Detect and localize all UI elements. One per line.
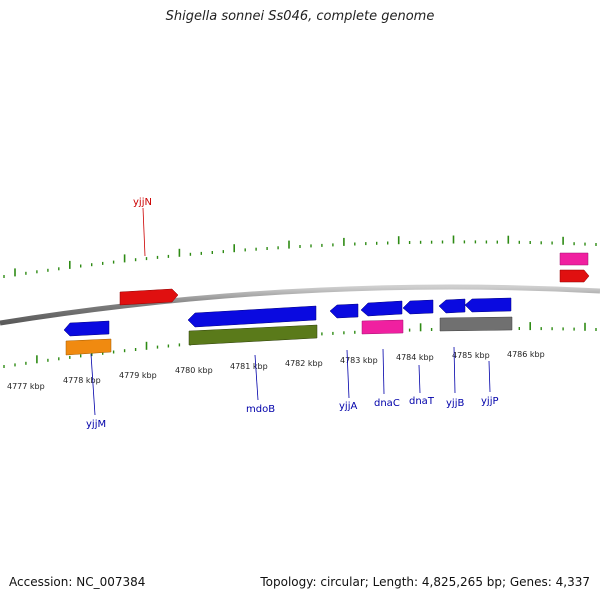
gene-pink-2[interactable] bbox=[361, 319, 404, 335]
gene-reverse-blue-dnaC[interactable] bbox=[360, 300, 403, 317]
gene-pointer-yjjN bbox=[142, 207, 146, 257]
tick-label-4778: 4778 kbp bbox=[63, 376, 101, 385]
tick-label-4783: 4783 kbp bbox=[340, 356, 378, 365]
tick-label-4782: 4782 kbp bbox=[285, 359, 323, 368]
gene-pointer-yjjP bbox=[488, 360, 491, 393]
gene-label-yjjP[interactable]: yjjP bbox=[481, 396, 499, 407]
gene-reverse-blue-yjjB[interactable] bbox=[438, 298, 466, 314]
gene-label-yjjB[interactable]: yjjB bbox=[446, 398, 464, 409]
accession-text: Accession: NC_007384 bbox=[9, 575, 146, 589]
gene-pink-top[interactable] bbox=[559, 252, 589, 266]
gene-orange-1[interactable] bbox=[65, 338, 112, 356]
gene-gray-1[interactable] bbox=[439, 316, 513, 332]
gene-pointer-mdoB bbox=[254, 354, 259, 401]
gene-forward-red-1[interactable] bbox=[119, 288, 179, 306]
gene-reverse-blue-mdoB[interactable] bbox=[187, 305, 317, 328]
gene-label-dnaT[interactable]: dnaT bbox=[409, 396, 435, 407]
gene-red-small[interactable] bbox=[559, 269, 590, 283]
gene-pointer-dnaC bbox=[382, 348, 385, 395]
gene-label-dnaC[interactable]: dnaC bbox=[374, 398, 400, 409]
tick-label-4786: 4786 kbp bbox=[507, 350, 545, 359]
gene-reverse-blue-yjjM[interactable] bbox=[63, 320, 110, 337]
tick-label-4777: 4777 kbp bbox=[7, 382, 45, 391]
gene-label-yjjA[interactable]: yjjA bbox=[339, 401, 357, 412]
gene-label-yjjM[interactable]: yjjM bbox=[86, 419, 106, 430]
gene-reverse-blue-dnaT[interactable] bbox=[402, 299, 434, 315]
scale-labels: 4777 kbp 4778 kbp 4779 kbp 4780 kbp 4781… bbox=[7, 350, 545, 391]
gene-pointer-yjjB bbox=[453, 346, 456, 394]
genome-backbone bbox=[0, 284, 600, 326]
gene-features bbox=[63, 252, 590, 356]
gene-pointer-dnaT bbox=[418, 364, 421, 394]
gene-pointer-yjjM bbox=[90, 353, 96, 416]
tick-label-4780: 4780 kbp bbox=[175, 366, 213, 375]
tick-label-4781: 4781 kbp bbox=[230, 362, 268, 371]
gene-labels: yjjN yjjM mdoB yjjA dnaC dnaT yjjB yjjP bbox=[86, 197, 499, 430]
tick-label-4785: 4785 kbp bbox=[452, 351, 490, 360]
gene-pointer-yjjA bbox=[346, 349, 350, 399]
tick-label-4779: 4779 kbp bbox=[119, 371, 157, 380]
gene-reverse-blue-yjjP[interactable] bbox=[464, 297, 512, 313]
forward-tick-track bbox=[3, 235, 597, 278]
topology-text: Topology: circular; Length: 4,825,265 bp… bbox=[260, 575, 590, 589]
gene-label-mdoB[interactable]: mdoB bbox=[246, 404, 275, 415]
gene-label-yjjN[interactable]: yjjN bbox=[133, 197, 152, 208]
tick-label-4784: 4784 kbp bbox=[396, 353, 434, 362]
genome-title: Shigella sonnei Ss046, complete genome bbox=[165, 9, 435, 24]
gene-reverse-blue-yjjA[interactable] bbox=[329, 303, 359, 319]
gene-olive-1[interactable] bbox=[188, 324, 318, 346]
